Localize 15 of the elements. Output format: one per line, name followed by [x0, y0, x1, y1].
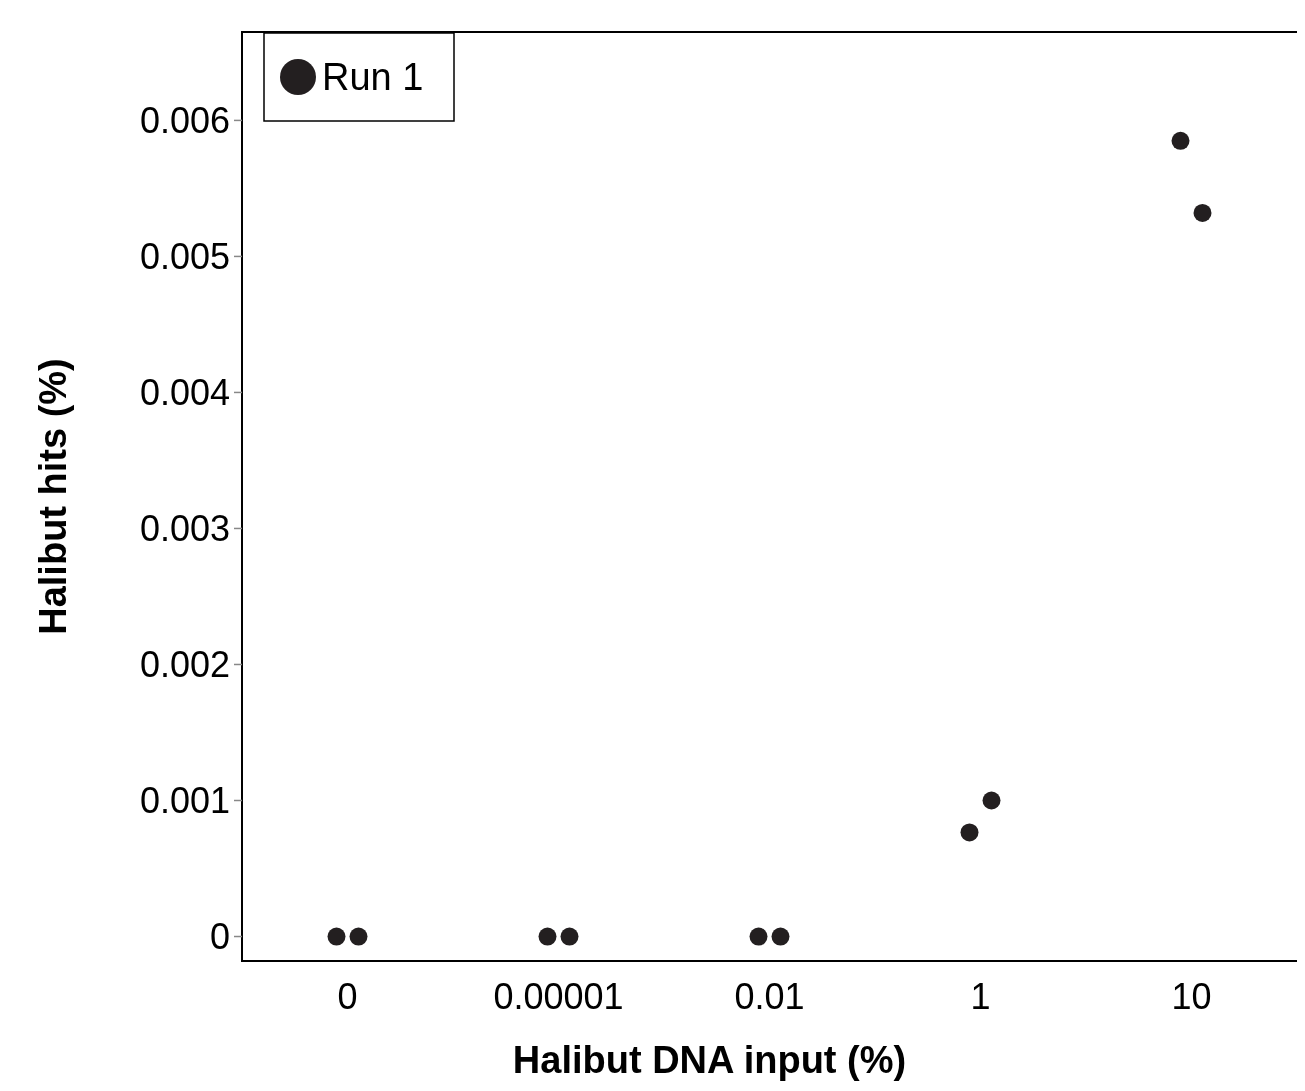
y-tick-label: 0.006	[139, 99, 230, 141]
x-tick-label: 0.01	[734, 976, 805, 1017]
legend-label: Run 1	[322, 56, 424, 98]
y-tick-label: 0.004	[139, 371, 230, 413]
x-axis-title: Halibut DNA input (%)	[512, 1039, 907, 1081]
x-tick-label: 10	[1171, 976, 1212, 1017]
y-tick-label: 0.005	[139, 235, 230, 277]
y-tick-label: 0	[209, 916, 230, 958]
x-tick-label: 0	[337, 976, 358, 1017]
x-tick-label: 0.00001	[493, 976, 624, 1017]
x-tick-label: 1	[970, 976, 991, 1017]
y-tick-label: 0.002	[139, 643, 230, 685]
y-tick-label: 0.001	[139, 780, 230, 821]
y-tick-label: 0.003	[139, 507, 230, 549]
y-axis-title: Halibut hits (%)	[32, 358, 74, 635]
